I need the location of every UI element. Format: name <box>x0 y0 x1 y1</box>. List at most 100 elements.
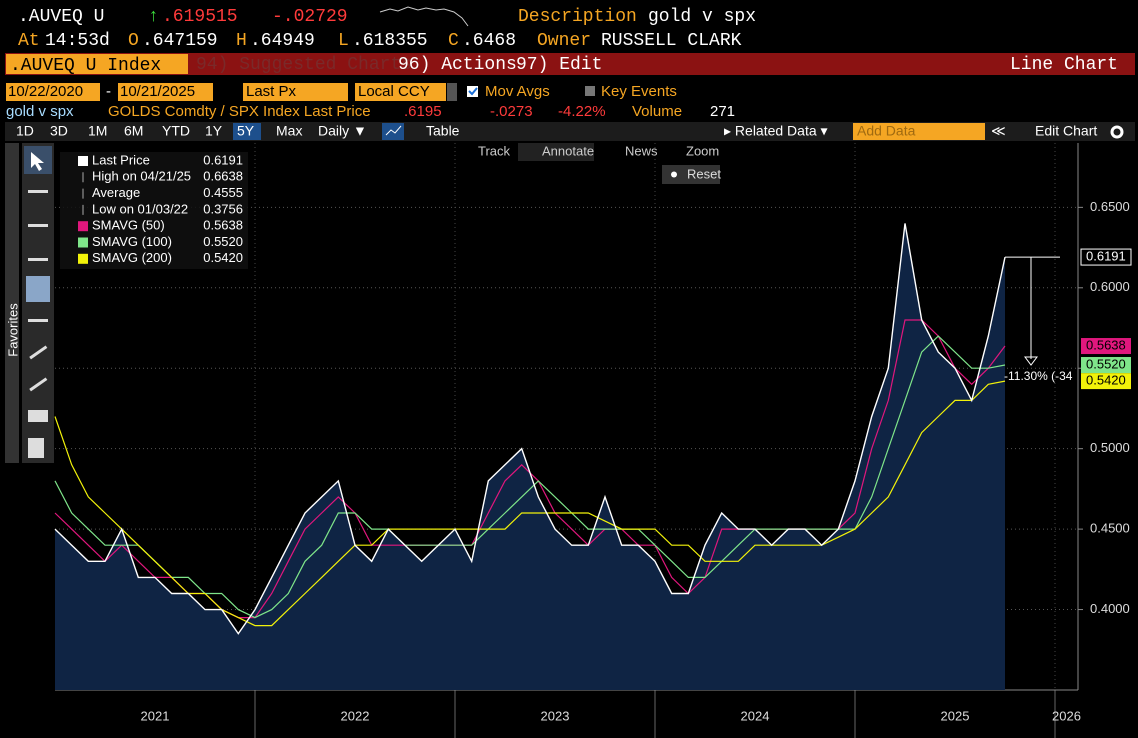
text-tool[interactable] <box>26 276 50 302</box>
side-tools: Favorites <box>5 143 54 463</box>
add-data[interactable]: Add Data <box>857 123 916 139</box>
period-active <box>233 123 261 140</box>
add-data-box[interactable] <box>853 123 985 140</box>
favorites-tab[interactable] <box>5 143 19 463</box>
series-name: gold v spx <box>6 103 74 120</box>
reset[interactable]: Reset <box>687 166 721 181</box>
end-date[interactable]: 10/21/2025 <box>120 83 195 100</box>
dollar-tool[interactable] <box>28 258 48 261</box>
legend-swatch <box>78 237 88 248</box>
key-events-checkbox[interactable] <box>585 86 595 96</box>
line-tool[interactable] <box>28 319 48 322</box>
high-label: H <box>236 31 247 51</box>
pct-tool[interactable] <box>28 224 48 227</box>
legend-value: 0.5638 <box>203 218 243 233</box>
legend-value: 0.5420 <box>203 250 243 265</box>
legend-label: High on 04/21/25 <box>92 169 191 184</box>
key-events[interactable]: Key Events <box>601 83 677 100</box>
edit[interactable]: 97) Edit <box>516 55 602 75</box>
x-tick-label: 2023 <box>541 708 570 723</box>
period[interactable]: 1M <box>88 123 107 139</box>
at-label: At <box>18 31 40 51</box>
news[interactable]: News <box>625 143 658 158</box>
header: .AUVEQ U ↑ .619515 -.02729 Description g… <box>18 6 756 51</box>
info-price: .6195 <box>404 103 442 120</box>
legend: Last Price 0.6191 High on 04/21/25 0.6638 Av… <box>60 152 248 269</box>
chart-kind: Line Chart <box>1010 55 1118 75</box>
ray-tool[interactable] <box>29 345 48 360</box>
currency[interactable]: Local CCY <box>358 83 430 100</box>
field[interactable]: Last Px <box>246 83 297 100</box>
settings-row: 10/22/2020 - 10/21/2025 Last Px Local CC… <box>6 83 735 120</box>
r-tool[interactable] <box>28 438 44 458</box>
currency-dropdown[interactable] <box>447 83 457 101</box>
reset-box[interactable] <box>662 165 720 184</box>
tool-column <box>22 143 54 463</box>
date-dash: - <box>106 83 111 100</box>
series-description: GOLDS Comdty / SPX Index Last Price <box>108 103 371 120</box>
period[interactable]: 6M <box>124 123 143 139</box>
volume: 271 <box>710 103 735 120</box>
ticker: .AUVEQ U <box>18 7 104 27</box>
sparkline <box>379 6 469 27</box>
value-tag <box>1081 357 1131 374</box>
period[interactable]: 3D <box>50 123 68 139</box>
x-tick-label: 2025 <box>941 708 970 723</box>
period[interactable]: 5Y <box>237 123 255 139</box>
related-data[interactable]: ▸ Related Data ▾ <box>724 123 828 139</box>
y-tick-label: 0.4000 <box>1090 601 1130 616</box>
period[interactable]: Max <box>276 123 302 139</box>
table[interactable]: Table <box>426 123 460 139</box>
track[interactable]: Track <box>478 143 511 158</box>
favorites[interactable]: Favorites <box>5 303 20 357</box>
start-box[interactable] <box>6 83 100 101</box>
security-box[interactable] <box>6 54 188 74</box>
value-tag <box>1081 338 1131 355</box>
gear-icon[interactable] <box>1110 125 1124 139</box>
collapse[interactable]: ≪ <box>991 123 1006 139</box>
x-tick-label: 2026 <box>1052 708 1081 723</box>
owner-label: Owner <box>537 31 591 51</box>
period[interactable]: YTD <box>162 123 190 139</box>
y-tick-label: 0.6500 <box>1090 199 1130 214</box>
legend-value: 0.4555 <box>203 185 243 200</box>
value-tag-label: 0.6191 <box>1086 249 1126 264</box>
mov-avgs[interactable]: Mov Avgs <box>485 83 550 100</box>
annotate[interactable]: Annotate <box>542 143 594 158</box>
security[interactable]: .AUVEQ U Index <box>10 56 161 76</box>
period[interactable]: 1D <box>16 123 34 139</box>
y-tick-label: 0.6000 <box>1090 279 1130 294</box>
mov-avgs-checkbox[interactable] <box>467 86 478 97</box>
annotate-box[interactable] <box>518 143 594 161</box>
end-box[interactable] <box>118 83 213 101</box>
actions[interactable]: 96) Actions <box>398 55 517 75</box>
channel-tool[interactable] <box>28 410 48 422</box>
up-arrow: ↑ <box>148 7 159 27</box>
chart-icon-glyph <box>385 125 402 136</box>
legend-swatch <box>78 221 88 232</box>
time: 14:53d <box>45 31 110 51</box>
value-tag <box>1080 248 1132 266</box>
legend-bg <box>60 152 248 269</box>
check <box>468 87 478 96</box>
daily[interactable]: Daily ▼ <box>318 123 367 139</box>
moving-average-line <box>54 380 1006 627</box>
zoom[interactable]: Zoom <box>686 143 719 158</box>
draw-tool[interactable] <box>28 190 48 193</box>
x-tick-label: 2022 <box>341 708 370 723</box>
suggested-charts[interactable]: 94) Suggested Charts <box>196 55 412 75</box>
chart-buttons: Track Annotate News Zoom Reset <box>478 143 721 184</box>
open: .647159 <box>142 31 218 51</box>
period[interactable]: 1Y <box>205 123 223 139</box>
legend-value: 0.3756 <box>203 201 243 216</box>
value-tag-label: 0.5420 <box>1086 373 1126 388</box>
close: .6468 <box>462 31 516 51</box>
start-date[interactable]: 10/22/2020 <box>8 83 83 100</box>
field-box[interactable] <box>243 83 348 101</box>
edit-chart[interactable]: Edit Chart <box>1035 123 1097 139</box>
segment-tool[interactable] <box>29 377 48 392</box>
currency-box[interactable] <box>355 83 446 101</box>
function-bar: .AUVEQ U Index 94) Suggested Charts 96) … <box>5 53 1135 76</box>
open-label: O <box>128 31 139 51</box>
net-change: -.02729 <box>272 7 348 27</box>
